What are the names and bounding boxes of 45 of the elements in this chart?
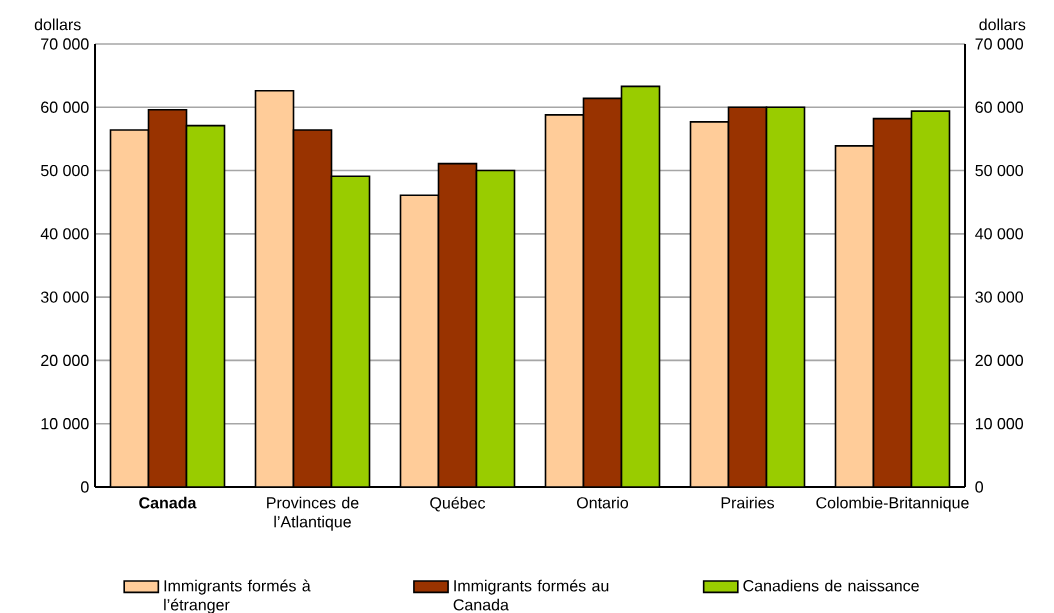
y-tick-label: 70 000 (41, 38, 89, 50)
bar (437, 162, 478, 487)
y2-axis-title: dollars (979, 18, 1026, 31)
bar (185, 124, 226, 487)
y-tick-label: 40 000 (40, 228, 89, 240)
bar (620, 85, 661, 487)
bar (834, 145, 875, 487)
y2-tick-label: 30 000 (975, 291, 1024, 303)
x-tick-label: Québec (430, 496, 486, 512)
bar (582, 97, 623, 487)
bar (872, 117, 913, 487)
y-tick-label: 50 000 (40, 164, 89, 177)
bar (399, 194, 440, 487)
y-tick-label: 30 000 (40, 291, 89, 303)
x-tick-label: Canada (139, 496, 197, 509)
bar (544, 114, 585, 487)
bar (727, 106, 768, 487)
bar (765, 106, 806, 487)
bar (330, 175, 371, 487)
bar (910, 110, 951, 487)
bar (689, 121, 730, 487)
y2-tick-label: 0 (975, 481, 984, 493)
y2-tick-label: 40 000 (975, 228, 1024, 240)
legend-label: Immigrants formés au Canada (453, 579, 609, 611)
bar (475, 169, 516, 487)
y2-tick-label: 60 000 (975, 101, 1024, 113)
bar (292, 129, 333, 487)
bar (147, 109, 188, 487)
legend-label: Canadiens de naissance (743, 579, 919, 592)
x-tick-label: Prairies (721, 496, 775, 509)
y2-tick-label: 10 000 (975, 418, 1024, 430)
x-tick-label: Provinces de l’Atlantique (267, 496, 359, 531)
y-tick-label: 20 000 (41, 354, 89, 367)
y-tick-label: 0 (81, 481, 89, 493)
y-tick-label: 10 000 (41, 418, 89, 430)
bar (254, 90, 295, 487)
y-tick-label: 60 000 (41, 101, 89, 113)
legend-label: Immigrants formés à l’étranger (164, 579, 311, 613)
y2-tick-label: 50 000 (975, 164, 1024, 177)
y2-tick-label: 20 000 (975, 354, 1024, 367)
bar (109, 129, 150, 487)
x-tick-label: Ontario (577, 496, 629, 509)
x-tick-label: Colombie-Britannique (816, 496, 969, 512)
y2-tick-label: 70 000 (975, 38, 1024, 50)
y-axis-title: dollars (34, 18, 81, 31)
